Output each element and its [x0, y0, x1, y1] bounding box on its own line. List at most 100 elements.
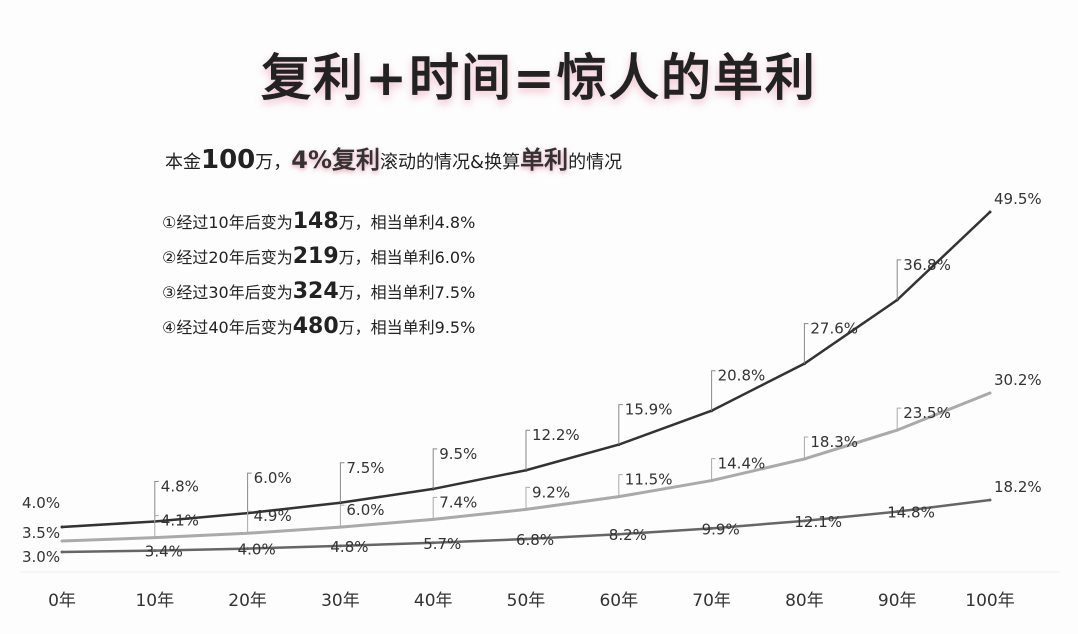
data-point [617, 532, 621, 536]
data-label: 36.8% [903, 256, 951, 274]
data-point [60, 550, 64, 554]
label-leader [154, 515, 159, 538]
subtitle-principal: 100 [201, 145, 256, 175]
data-label: 9.9% [702, 520, 740, 538]
data-label: 14.8% [887, 504, 935, 522]
data-point [524, 537, 528, 541]
note-amount: 219 [292, 244, 339, 269]
label-leader [432, 496, 438, 520]
data-label: 15.9% [625, 401, 673, 419]
subtitle-simple: 单利 [520, 146, 569, 174]
subtitle-compound: 4%复利 [291, 146, 381, 174]
data-point [988, 391, 992, 395]
data-label: 3.5% [22, 524, 60, 542]
x-tick-label: 70年 [692, 591, 731, 611]
data-label: 4.1% [161, 512, 199, 530]
data-label: 4.9% [254, 507, 292, 525]
data-label: 6.0% [254, 469, 292, 487]
data-label: 9.2% [532, 483, 570, 501]
note-item: ③经过30年后变为324万，相当单利7.5% [162, 275, 475, 310]
label-leader [803, 323, 809, 364]
note-text: ②经过20年后变为 [162, 248, 293, 267]
data-point [246, 547, 250, 551]
label-leader [618, 474, 623, 497]
label-leader [339, 504, 345, 528]
data-point [710, 526, 714, 530]
data-label: 49.5% [994, 190, 1042, 208]
data-point [988, 498, 992, 502]
label-leader [247, 472, 252, 514]
chart-title: 复利+时间=惊人的单利 [261, 49, 817, 107]
subtitle-part: 滚动的情况&换算 [380, 152, 521, 173]
data-label: 6.8% [516, 531, 554, 549]
data-label: 4.0% [22, 494, 60, 512]
data-label: 23.5% [903, 404, 951, 422]
note-text: 万，相当单利7.5% [338, 283, 476, 302]
data-label: 18.3% [810, 433, 858, 451]
chart-subtitle: 本金100万，4%复利滚动的情况&换算单利的情况 [165, 140, 622, 175]
x-tick-label: 20年 [228, 591, 267, 611]
label-leader [896, 259, 902, 300]
data-point [431, 541, 435, 545]
data-point [60, 525, 64, 529]
data-label: 20.8% [718, 367, 766, 385]
data-label: 4.8% [330, 538, 368, 556]
x-tick-label: 10年 [135, 591, 174, 611]
label-leader [154, 480, 159, 522]
data-point [895, 510, 899, 514]
note-amount: 480 [292, 314, 339, 339]
x-tick-label: 50年 [507, 591, 546, 611]
x-tick-label: 40年 [414, 591, 453, 611]
label-leader [525, 429, 530, 471]
label-leader [803, 436, 809, 459]
note-text: 万，相当单利4.8% [338, 213, 476, 232]
note-text: 万，相当单利9.5% [338, 318, 476, 337]
label-leader [525, 486, 530, 510]
label-leader [247, 510, 252, 534]
data-label: 30.2% [994, 371, 1042, 389]
x-tick-label: 90年 [878, 591, 917, 611]
subtitle-part: 的情况 [568, 152, 623, 173]
note-item: ②经过20年后变为219万，相当单利6.0% [162, 240, 475, 275]
note-text: ①经过10年后变为 [162, 213, 293, 232]
data-label: 18.2% [994, 478, 1042, 496]
data-label: 7.5% [346, 459, 384, 477]
data-label: 12.1% [794, 513, 842, 531]
data-label: 5.7% [423, 535, 461, 553]
note-amount: 324 [292, 279, 339, 304]
data-label: 3.0% [22, 548, 60, 566]
note-item: ④经过40年后变为480万，相当单利9.5% [162, 310, 475, 345]
note-text: ③经过30年后变为 [162, 283, 293, 302]
data-point [338, 544, 342, 548]
data-label: 3.4% [145, 543, 183, 561]
label-leader [432, 448, 438, 489]
data-label: 6.0% [346, 501, 384, 519]
x-tick-label: 0年 [48, 591, 76, 611]
data-point [988, 210, 992, 214]
note-amount: 148 [292, 209, 339, 234]
data-label: 11.5% [625, 471, 673, 489]
label-leader [896, 407, 902, 431]
subtitle-part: 万， [255, 152, 292, 173]
data-label: 27.6% [810, 320, 858, 338]
data-label: 4.8% [161, 477, 199, 495]
data-label: 9.5% [439, 445, 477, 463]
x-tick-label: 80年 [785, 591, 824, 611]
data-label: 14.4% [718, 455, 766, 473]
data-label: 7.4% [439, 493, 477, 511]
data-point [802, 519, 806, 523]
label-leader [339, 462, 345, 503]
note-text: 万，相当单利6.0% [338, 248, 476, 267]
data-point [60, 539, 64, 543]
data-label: 8.2% [609, 526, 647, 544]
label-leader [711, 458, 716, 481]
x-tick-label: 100年 [965, 591, 1014, 611]
data-label: 4.0% [238, 541, 276, 559]
label-leader [618, 404, 623, 445]
series-line-4% [61, 211, 991, 529]
data-point [153, 549, 157, 553]
label-leader [711, 370, 716, 411]
x-tick-label: 60年 [599, 591, 638, 611]
data-label: 12.2% [532, 426, 580, 444]
